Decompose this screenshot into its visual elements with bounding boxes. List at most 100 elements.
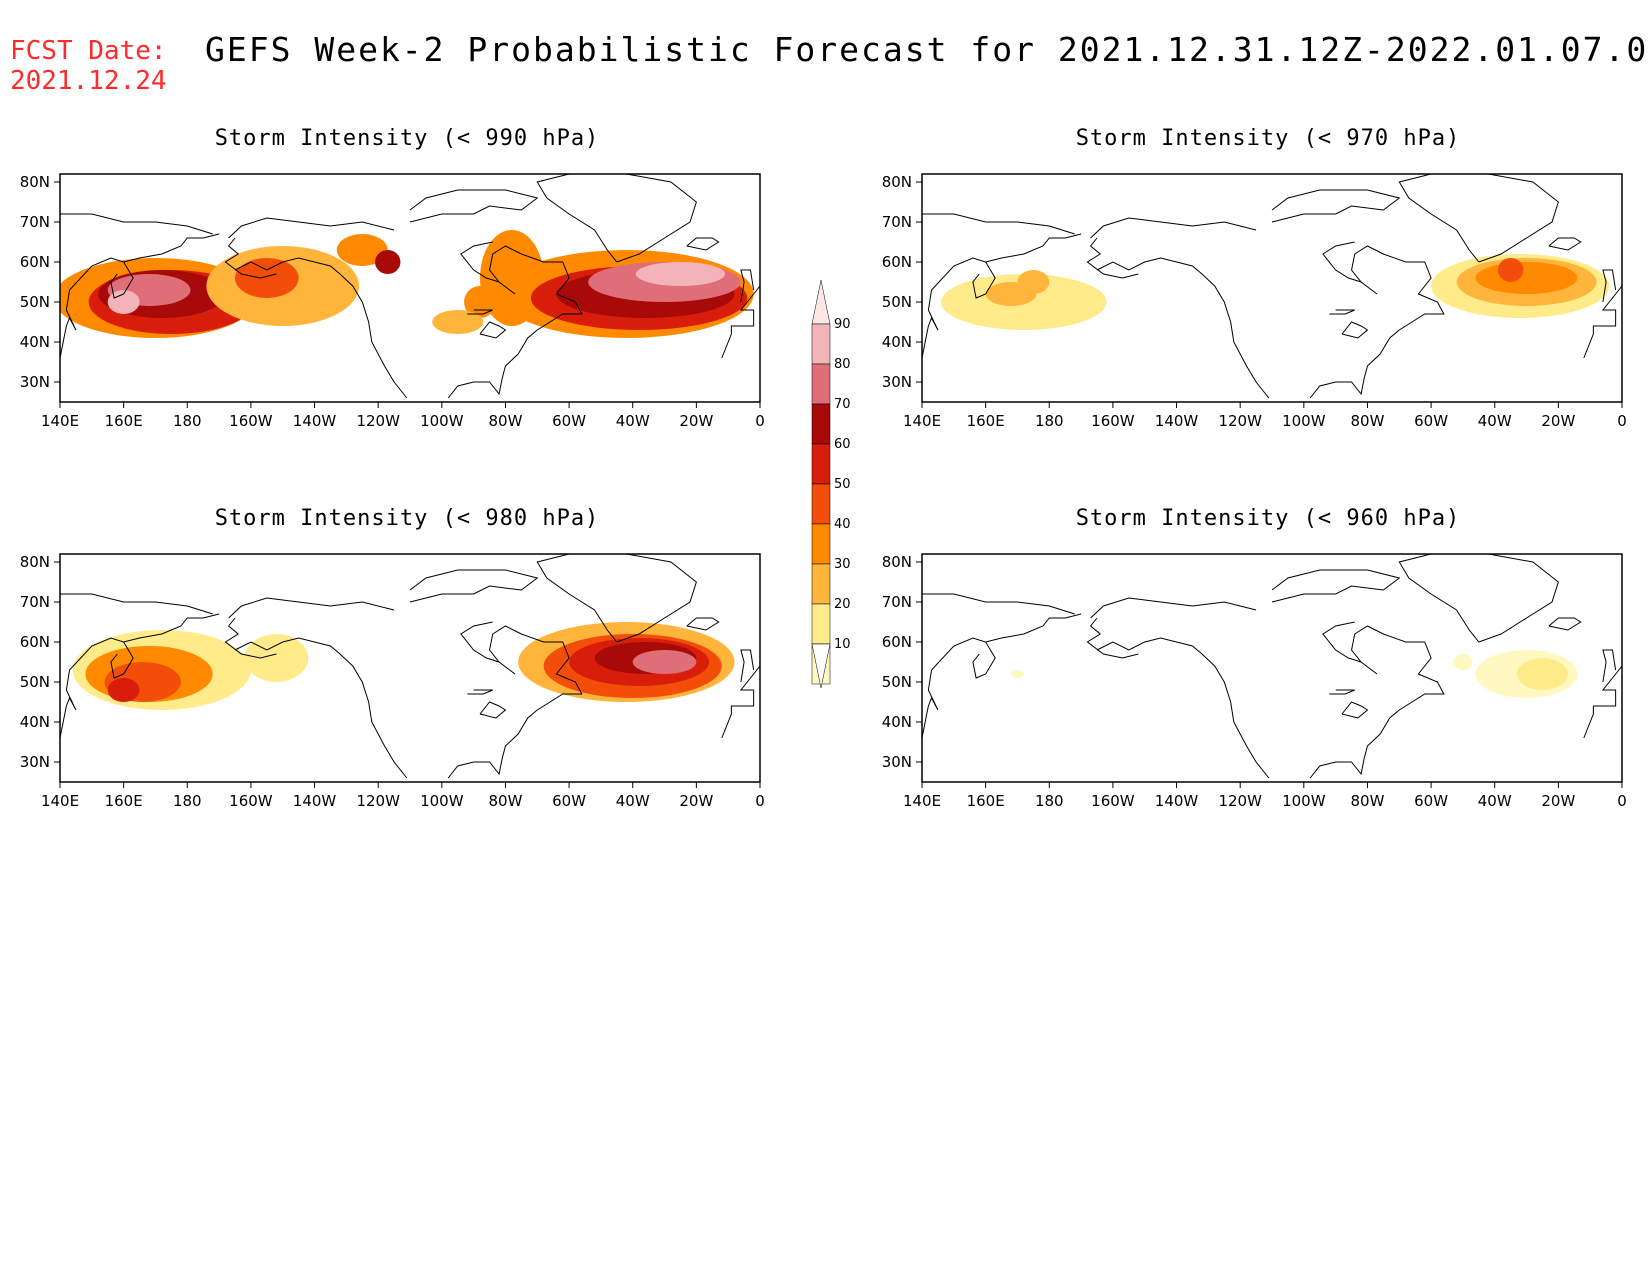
lon-tick-label: 140W — [293, 412, 337, 430]
lat-tick-label: 70N — [882, 593, 912, 611]
colorbar-segment — [811, 563, 831, 605]
lat-tick-label: 40N — [882, 333, 912, 351]
lon-tick-label: 40W — [616, 792, 650, 810]
lon-tick-label: 160E — [105, 412, 143, 430]
lon-tick-label: 180 — [173, 792, 202, 810]
lon-tick-label: 100W — [420, 792, 464, 810]
coastline — [123, 613, 220, 643]
coastline — [1329, 309, 1355, 315]
lon-tick-label: 60W — [1414, 792, 1448, 810]
colorbar-label: 40 — [834, 517, 851, 532]
lon-tick-label: 20W — [1541, 792, 1575, 810]
probability-region — [635, 262, 725, 286]
page-title: GEFS Week-2 Probabilistic Forecast for 2… — [205, 30, 1650, 69]
coastline — [234, 637, 408, 779]
coastline — [1583, 285, 1622, 359]
coastline — [985, 233, 1082, 263]
coastline — [1329, 689, 1355, 695]
coastline — [922, 213, 1075, 235]
forecast-date-value: 2021.12.24 — [10, 66, 167, 96]
coastline — [1309, 625, 1445, 779]
lat-tick-label: 60N — [20, 633, 50, 651]
coastline — [1602, 649, 1617, 683]
coastline — [1271, 189, 1401, 223]
coastline — [740, 649, 755, 683]
lon-tick-label: 120W — [356, 412, 400, 430]
probability-region — [235, 258, 299, 298]
lon-tick-label: 160W — [229, 792, 273, 810]
probability-region — [1475, 262, 1578, 294]
coastline — [409, 569, 539, 603]
lon-tick-label: 180 — [1035, 792, 1064, 810]
lat-tick-label: 30N — [20, 753, 50, 771]
coastline — [224, 237, 277, 279]
probability-region — [336, 234, 388, 266]
lon-tick-label: 60W — [552, 792, 586, 810]
lat-tick-label: 70N — [882, 213, 912, 231]
lon-tick-label: 100W — [420, 412, 464, 430]
coastline — [740, 269, 755, 303]
lon-tick-label: 160W — [1091, 792, 1135, 810]
lon-tick-label: 180 — [173, 412, 202, 430]
coastline — [224, 617, 277, 659]
probability-region — [432, 310, 484, 334]
coastline — [467, 309, 493, 315]
lat-tick-label: 80N — [882, 553, 912, 571]
lat-tick-label: 40N — [20, 333, 50, 351]
coastline — [721, 285, 760, 359]
coastline — [1322, 621, 1362, 663]
lat-tick-label: 50N — [20, 293, 50, 311]
panel-title-970: Storm Intensity (< 970 hPa) — [1075, 126, 1461, 151]
forecast-date: FCST Date: 2021.12.24 — [10, 36, 167, 96]
coastline — [1548, 237, 1582, 251]
lat-tick-label: 80N — [20, 553, 50, 571]
lon-tick-label: 140E — [903, 792, 941, 810]
lat-tick-label: 80N — [882, 173, 912, 191]
lon-tick-label: 140E — [41, 412, 79, 430]
lon-tick-label: 40W — [1478, 412, 1512, 430]
colorbar-segment — [811, 603, 831, 645]
colorbar-label: 90 — [834, 317, 851, 332]
colorbar-segment — [811, 323, 831, 365]
lon-tick-label: 180 — [1035, 412, 1064, 430]
coastline — [1583, 665, 1622, 739]
coastline — [1398, 174, 1559, 263]
lat-tick-label: 60N — [882, 253, 912, 271]
probability-region — [1011, 670, 1024, 678]
colorbar-segment — [811, 363, 831, 405]
coastline — [123, 233, 220, 263]
probability-region — [1453, 654, 1473, 670]
lat-tick-label: 70N — [20, 213, 50, 231]
lon-tick-label: 160W — [229, 412, 273, 430]
coastline — [60, 213, 213, 235]
coastline — [1309, 245, 1445, 399]
panel-title-960: Storm Intensity (< 960 hPa) — [1075, 506, 1461, 531]
coastline — [536, 554, 697, 643]
coastline — [460, 241, 500, 283]
lon-tick-label: 160E — [967, 792, 1005, 810]
coastline — [1090, 217, 1257, 239]
coastline — [234, 257, 408, 399]
coastline — [60, 637, 134, 739]
coastline — [1602, 269, 1617, 303]
lat-tick-label: 50N — [882, 673, 912, 691]
coastline — [467, 689, 493, 695]
coastline — [479, 701, 507, 719]
map-panel-980: 140E 160E 180 160W 140W 120W 100W 80W 60W 40W 20W 0… — [20, 553, 765, 810]
coastline — [686, 237, 720, 251]
probability-region — [244, 634, 309, 682]
map-frame — [59, 173, 761, 403]
lon-tick-label: 20W — [679, 792, 713, 810]
lon-tick-label: 0 — [755, 792, 765, 810]
lat-tick-label: 30N — [882, 373, 912, 391]
lon-tick-label: 0 — [1617, 792, 1627, 810]
coastline — [721, 665, 760, 739]
coastline — [1548, 617, 1582, 631]
map-frame — [59, 553, 761, 783]
lon-tick-label: 120W — [1218, 792, 1262, 810]
lon-tick-label: 20W — [1541, 412, 1575, 430]
colorbar-label: 30 — [834, 557, 851, 572]
lon-tick-label: 60W — [552, 412, 586, 430]
coastline — [1086, 617, 1139, 659]
lon-tick-label: 80W — [488, 792, 522, 810]
